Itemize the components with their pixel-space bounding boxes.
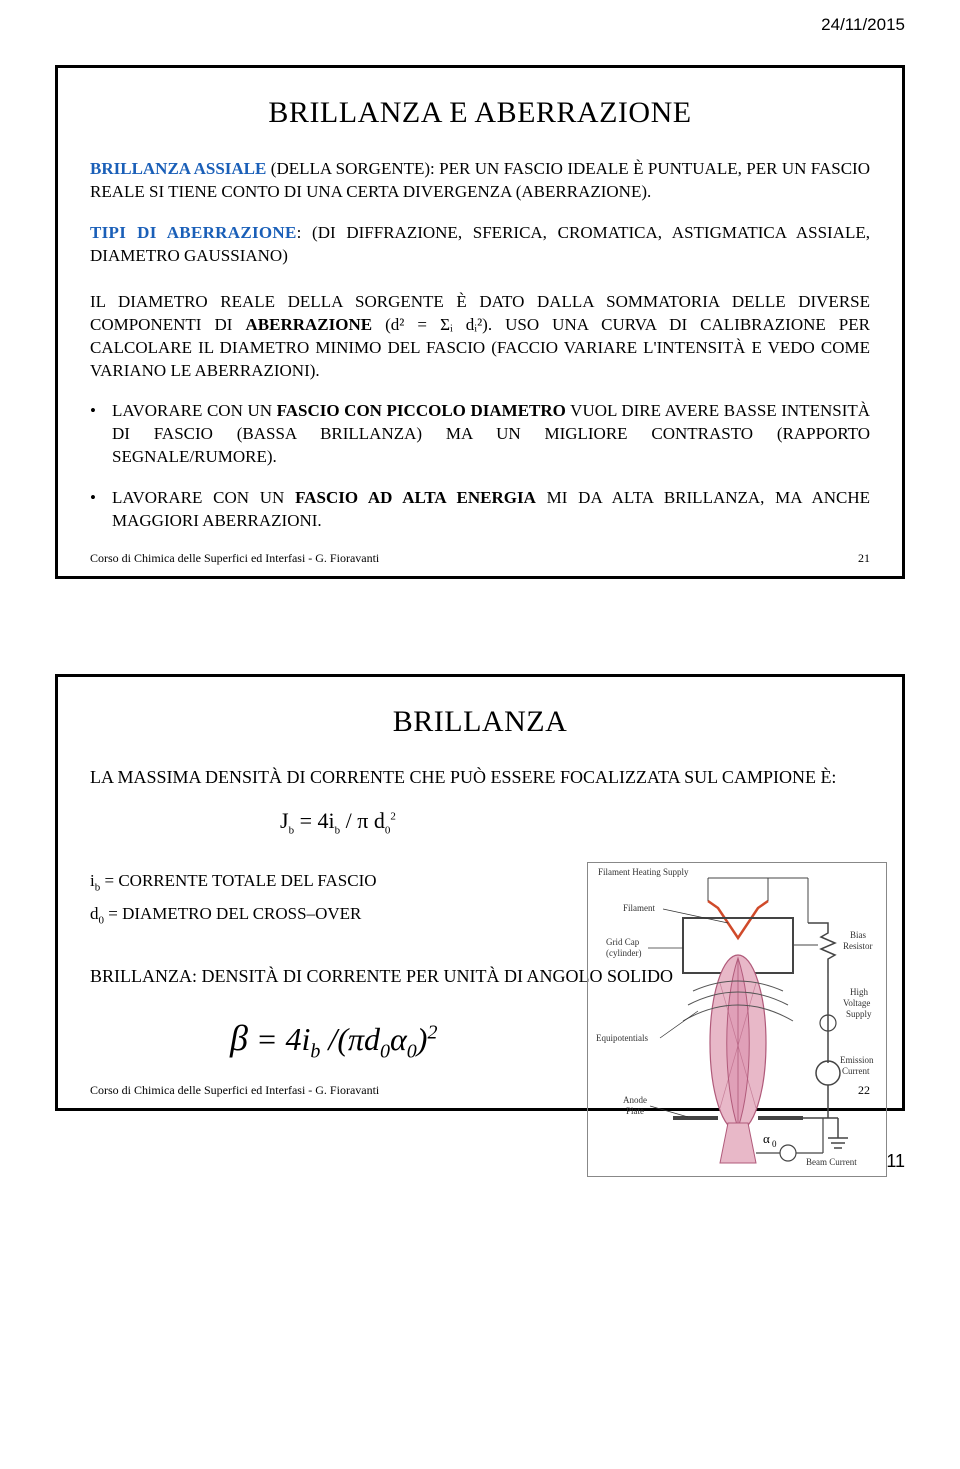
- lbl-filament: Filament: [623, 903, 655, 913]
- bullet-dot: •: [90, 487, 112, 533]
- lbl-hv: High: [850, 987, 869, 997]
- slide1-title: BRILLANZA E ABERRAZIONE: [90, 96, 870, 130]
- lbl-supply: Supply: [846, 1009, 872, 1019]
- slide1-bullet1: • LAVORARE CON UN FASCIO CON PICCOLO DIA…: [90, 400, 870, 469]
- lbl-cyl: (cylinder): [606, 948, 641, 958]
- lbl-beam: Beam Current: [806, 1157, 857, 1167]
- slide2-title: BRILLANZA: [90, 705, 870, 739]
- lbl-current: Current: [842, 1066, 870, 1076]
- lbl-resistor: Resistor: [843, 941, 873, 951]
- lbl-voltage: Voltage: [843, 998, 870, 1008]
- slide1-types: TIPI DI ABERRAZIONE: (DI DIFFRAZIONE, SF…: [90, 222, 870, 383]
- slide2-line1: LA MASSIMA DENSITÀ DI CORRENTE CHE PUÒ E…: [90, 767, 870, 788]
- lbl-bias: Bias: [850, 930, 866, 940]
- b2a: LAVORARE CON UN: [112, 488, 295, 507]
- slide-brillanza-aberrazione: BRILLANZA E ABERRAZIONE BRILLANZA ASSIAL…: [55, 65, 905, 579]
- types-label: TIPI DI ABERRAZIONE: [90, 223, 297, 242]
- bullet-dot: •: [90, 400, 112, 469]
- footer-text: Corso di Chimica delle Superfici ed Inte…: [90, 551, 379, 566]
- electron-gun-diagram: α 0 Filament Heating Supply Filament Gri…: [587, 862, 887, 1177]
- b2b: FASCIO AD ALTA ENERGIA: [295, 488, 536, 507]
- types-abb: ABERRAZIONE: [245, 315, 372, 334]
- lbl-plate: Plate: [626, 1106, 644, 1116]
- intro-label: BRILLANZA ASSIALE: [90, 159, 266, 178]
- slide1-bullet2: • LAVORARE CON UN FASCIO AD ALTA ENERGIA…: [90, 487, 870, 533]
- lbl-emission: Emission: [840, 1055, 874, 1065]
- slide1-footer: Corso di Chimica delle Superfici ed Inte…: [90, 551, 870, 566]
- b1a: LAVORARE CON UN: [112, 401, 277, 420]
- lbl-equi: Equipotentials: [596, 1033, 648, 1043]
- footer-page: 21: [858, 551, 870, 566]
- slide1-intro: BRILLANZA ASSIALE (DELLA SORGENTE): PER …: [90, 158, 870, 204]
- slide2-jb-formula: Jb = 4ib / π d02: [280, 808, 870, 836]
- lbl-anode: Anode: [623, 1095, 647, 1105]
- slide-brillanza: BRILLANZA LA MASSIMA DENSITÀ DI CORRENTE…: [55, 674, 905, 1111]
- lbl-fhs: Filament Heating Supply: [598, 867, 689, 877]
- svg-text:0: 0: [772, 1139, 777, 1149]
- svg-text:α: α: [763, 1131, 770, 1146]
- page-date: 24/11/2015: [821, 15, 905, 35]
- footer-text: Corso di Chimica delle Superfici ed Inte…: [90, 1083, 379, 1098]
- lbl-gridcap: Grid Cap: [606, 937, 640, 947]
- beta-symbol: β: [230, 1018, 248, 1058]
- b1b: FASCIO CON PICCOLO DIAMETRO: [277, 401, 566, 420]
